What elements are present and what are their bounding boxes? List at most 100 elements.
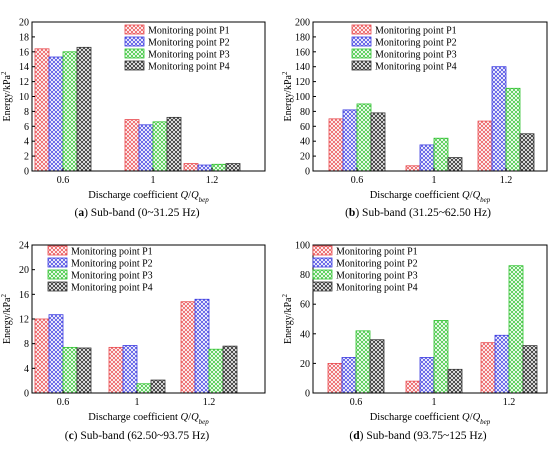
legend-label-p1: Monitoring point P1 (71, 247, 153, 258)
x-axis-label: Discharge coefficient Q/Qbep (370, 412, 491, 426)
y-tick-label: 160 (295, 47, 310, 58)
legend-label-p3: Monitoring point P3 (148, 50, 230, 61)
bar-p1-1 (108, 346, 124, 394)
bar-p2-0.6 (342, 109, 358, 172)
bar-p4-1 (447, 157, 463, 172)
bar-p1-1 (124, 119, 140, 172)
y-tick-label: 12 (19, 315, 29, 326)
legend-label-p3: Monitoring point P3 (375, 50, 457, 61)
bar-p4-1 (150, 379, 166, 394)
legend-swatch-p4 (124, 60, 145, 71)
legend-swatch-p4 (312, 281, 333, 292)
panel-caption: (a) Sub-band (0~31.25 Hz) (74, 207, 199, 219)
chart-panel-c: 0 4 8 12 16 20 24 0.6 1 1.2 Energy/kPa2 Discharge c… (0, 241, 266, 442)
legend-swatch-p1 (312, 245, 333, 256)
y-tick-label: 14 (19, 62, 29, 73)
bar-p3-1 (433, 320, 449, 394)
bar-p3-1.2 (208, 348, 224, 394)
y-tick-label: 80 (300, 107, 310, 118)
y-tick-label: 140 (295, 62, 310, 73)
y-tick-label: 0 (305, 389, 310, 400)
bar-p4-0.6 (76, 46, 92, 172)
legend-swatch-p1 (47, 245, 68, 256)
y-tick-label: 60 (300, 300, 310, 311)
y-tick-label: 80 (300, 270, 310, 281)
legend-label-p3: Monitoring point P3 (71, 271, 153, 282)
legend-swatch-p3 (351, 48, 372, 59)
bar-p3-1.2 (211, 163, 227, 172)
legend-label-p2: Monitoring point P2 (336, 259, 418, 270)
legend-swatch-p2 (351, 36, 372, 47)
axes-frame (312, 244, 548, 394)
bar-p3-0.6 (62, 51, 78, 172)
legend-swatch-p3 (312, 269, 333, 280)
y-tick-label: 20 (19, 18, 29, 29)
legend-swatch-p2 (124, 36, 145, 47)
legend-label-p2: Monitoring point P2 (375, 38, 457, 49)
y-tick-label: 6 (24, 122, 29, 133)
y-axis-label: Energy/kPa2 (281, 294, 294, 344)
y-tick-label: 0 (305, 167, 310, 178)
bar-p1-1 (405, 380, 421, 394)
y-tick-label: 20 (19, 265, 29, 276)
x-tick-label: 1 (135, 397, 140, 408)
legend-label-p4: Monitoring point P4 (375, 62, 457, 73)
x-tick-label: 0.6 (350, 397, 363, 408)
y-tick-label: 8 (24, 107, 29, 118)
bar-p2-1.2 (491, 66, 507, 172)
bar-p1-0.6 (328, 118, 344, 172)
y-tick-label: 40 (300, 329, 310, 340)
y-tick-label: 20 (300, 152, 310, 163)
y-tick-label: 120 (295, 77, 310, 88)
panel-caption: (b) Sub-band (31.25~62.50 Hz) (345, 207, 491, 219)
bar-p4-0.6 (369, 339, 385, 394)
y-tick-label: 0 (24, 389, 29, 400)
x-tick-label: 1.2 (503, 397, 516, 408)
x-axis-label: Discharge coefficient Q/Qbep (88, 190, 209, 204)
bar-p1-1.2 (477, 120, 493, 172)
legend-swatch-p1 (124, 24, 145, 35)
x-axis-label: Discharge coefficient Q/Qbep (88, 412, 209, 426)
bar-p3-1.2 (508, 265, 524, 394)
chart-panel-b: 0 20 40 60 80 100 120 140 160 180 200 0.6 1 1.2 Energy… (281, 18, 548, 219)
bar-p1-0.6 (34, 48, 50, 172)
bar-p2-1 (419, 144, 435, 172)
legend-label-p4: Monitoring point P4 (336, 283, 418, 294)
bar-p2-0.6 (48, 314, 64, 394)
y-tick-label: 10 (19, 92, 29, 103)
bar-p2-0.6 (48, 56, 64, 172)
bar-p3-0.6 (62, 346, 78, 394)
y-tick-label: 12 (19, 77, 29, 88)
bar-p1-0.6 (34, 318, 50, 394)
bar-p1-1 (405, 165, 421, 172)
bar-p3-1 (152, 121, 168, 172)
legend-label-p3: Monitoring point P3 (336, 271, 418, 282)
legend-label-p1: Monitoring point P1 (336, 247, 418, 258)
bar-p3-1 (433, 137, 449, 172)
y-tick-label: 100 (295, 241, 310, 252)
bar-p2-1 (122, 345, 138, 394)
bar-p2-1.2 (197, 164, 213, 172)
y-axis-label: Energy/kPa2 (0, 71, 13, 121)
bar-p1-1.2 (180, 301, 196, 394)
bar-p2-1 (138, 124, 154, 172)
bar-p4-1 (166, 116, 182, 172)
bar-p2-1.2 (194, 298, 210, 394)
x-tick-label: 0.6 (57, 175, 70, 186)
x-tick-label: 0.6 (351, 175, 364, 186)
bar-p4-1.2 (225, 163, 241, 172)
bar-p4-1.2 (222, 345, 238, 394)
y-tick-label: 8 (24, 339, 29, 350)
y-axis-label: Energy/kPa2 (281, 71, 294, 121)
x-tick-label: 1 (432, 397, 437, 408)
bar-p3-0.6 (355, 330, 371, 394)
x-tick-label: 1 (151, 175, 156, 186)
bar-p3-1.2 (505, 87, 521, 172)
x-tick-label: 0.6 (57, 397, 70, 408)
bar-p4-1 (447, 368, 463, 394)
legend-label-p2: Monitoring point P2 (148, 38, 230, 49)
y-tick-label: 4 (24, 137, 29, 148)
